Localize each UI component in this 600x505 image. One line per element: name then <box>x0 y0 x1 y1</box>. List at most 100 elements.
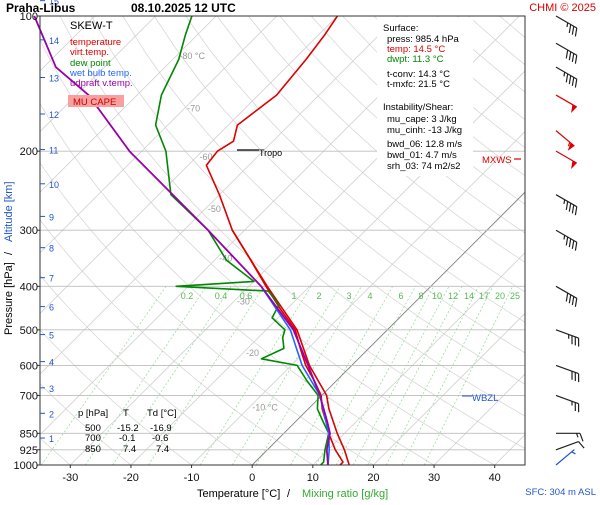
wind-barb-staff <box>555 449 575 466</box>
wind-barb <box>555 150 578 170</box>
wind-barb-full <box>577 373 580 383</box>
wind-barb-full <box>568 24 572 34</box>
bwd-06: bwd_06: 12.8 m/s <box>387 139 462 150</box>
temperature-tick-label: -20 <box>123 472 139 484</box>
isotherm-label: -10 °C <box>252 402 278 412</box>
wind-barb-full <box>577 403 580 413</box>
mixing-ratio-line <box>40 286 167 465</box>
wind-barb-flag <box>571 160 577 170</box>
mixing-ratio-line <box>255 286 362 465</box>
pressure-tick-label: 600 <box>20 360 38 372</box>
wind-barb-half <box>566 22 569 28</box>
table-header-td: Td [°C] <box>147 408 177 419</box>
y-axis-title: Pressure [hPa] / Altitude [km] <box>3 181 15 335</box>
pressure-tick-label: 700 <box>20 390 38 402</box>
wind-barb-staff <box>555 364 579 375</box>
table-row-t: 7.4 <box>123 444 136 455</box>
wind-barb-full <box>574 336 576 346</box>
wind-barb-half <box>571 401 573 406</box>
height-tick-label: 13 <box>49 74 59 84</box>
mixing-ratio-label: 0.4 <box>215 291 228 301</box>
wind-barb-full <box>574 242 578 251</box>
wind-barb-staff <box>555 285 578 299</box>
wind-barb-staff <box>555 441 579 451</box>
height-tick-label: 15 <box>49 0 59 7</box>
x-axis-label: Temperature [°C] <box>197 488 280 500</box>
mixing-ratio-label: 0.6 <box>240 291 253 301</box>
x-axis-label-2: Mixing ratio [g/kg] <box>302 488 388 500</box>
wind-barb-half <box>563 235 566 240</box>
isotherm-line <box>40 16 217 193</box>
pressure-tick-label: 300 <box>20 225 38 237</box>
wind-barb-full <box>574 298 578 307</box>
mixing-ratio-line <box>385 286 480 465</box>
dry-adiabat <box>248 16 525 263</box>
wind-barb <box>556 432 584 442</box>
isotherm-label: -30 <box>237 296 250 306</box>
srh-03: srh_03: 74 m2/s2 <box>387 161 460 172</box>
copyright: CHMI © 2025 <box>529 2 596 14</box>
height-tick-label: 10 <box>49 180 59 190</box>
wind-barb <box>555 130 575 151</box>
surface-temp: temp: 14.5 °C <box>387 44 445 55</box>
wind-barb <box>555 329 580 347</box>
wind-barb-staff <box>555 194 578 208</box>
legend-temperature: temperature <box>70 37 121 48</box>
pressure-tick-label: 100 <box>20 11 38 23</box>
height-tick-label: 3 <box>49 384 54 394</box>
table-row-p: 850 <box>85 444 101 455</box>
isotherm-line <box>40 16 156 133</box>
isotherm-label: -80 °C <box>179 51 205 61</box>
dry-adiabat <box>185 16 525 323</box>
wind-barb-full <box>571 26 575 35</box>
info-panel-bg <box>377 17 473 176</box>
table-row-t: -0.1 <box>119 433 135 444</box>
mixing-ratio-line <box>199 286 312 465</box>
pressure-tick-label: 1000 <box>14 460 38 472</box>
height-tick-label: 6 <box>49 303 54 313</box>
wbzl-label: WBZL <box>472 393 498 404</box>
wind-barb-full <box>568 294 572 304</box>
surface-title: Surface: <box>383 23 418 34</box>
table-header-p: p [hPa] <box>78 408 108 419</box>
height-tick-label: 12 <box>49 110 59 120</box>
wind-barb-staff <box>555 229 578 243</box>
isotherm-label: -60 <box>199 152 212 162</box>
mu-cape-swatch <box>68 95 124 107</box>
instability-title: Instability/Shear: <box>383 102 453 113</box>
pressure-tick-label: 925 <box>20 445 38 457</box>
isotherm-line <box>191 130 525 465</box>
wind-barb-full <box>565 236 569 246</box>
station-title: Praha-Libus <box>6 1 76 15</box>
mixing-ratio-label: 12 <box>448 291 458 301</box>
y-axis-separator: / <box>3 251 15 255</box>
mixing-ratio-label: 14 <box>464 291 474 301</box>
mixing-ratio-line <box>401 286 494 465</box>
surface-tmxfc: t-mxfc: 21.5 °C <box>387 79 450 90</box>
isotherm-label: -50 <box>208 204 221 214</box>
height-tick-label: 1 <box>49 434 54 444</box>
wind-barb-half <box>567 141 571 147</box>
tropo-label: Tropo <box>259 148 282 158</box>
wind-barb <box>555 394 580 413</box>
wind-barb-flag <box>571 104 577 113</box>
dry-adiabat <box>310 16 525 205</box>
isotherm-line <box>40 16 338 315</box>
wind-barb-full <box>568 51 572 61</box>
mixing-ratio-label: 25 <box>510 291 520 301</box>
wind-barb <box>555 15 578 37</box>
mixing-ratio-label: 0.2 <box>181 291 194 301</box>
wind-barb-full <box>571 335 573 345</box>
grid-layer: -80 °C-70-60-50-40-30-20-10 °C0.2 0.4 0.6 1… <box>40 16 525 465</box>
table-header-t: T <box>123 408 129 419</box>
wind-barb-half <box>563 199 566 204</box>
mixing-ratio-label: 8 <box>418 291 423 301</box>
x-axis-separator: / <box>287 488 291 500</box>
series-virt-temp <box>231 229 350 466</box>
mixing-ratio-label: 10 <box>432 291 442 301</box>
legend-dew-point: dew point <box>70 58 111 69</box>
surface-tconv: t-conv: 14.3 °C <box>387 69 450 80</box>
mixing-ratio-line <box>231 286 341 465</box>
height-tick-label: 2 <box>49 409 54 419</box>
